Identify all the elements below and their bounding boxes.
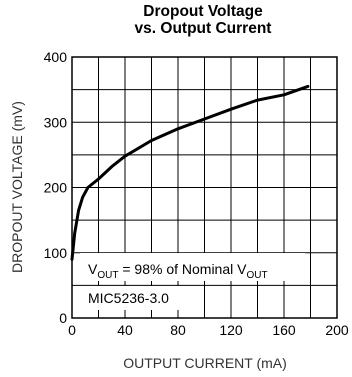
y-axis-label: DROPOUT VOLTAGE (mV)	[9, 101, 25, 273]
y-tick-label: 300	[44, 114, 68, 130]
x-tick-label: 200	[325, 322, 349, 338]
x-tick-label: 80	[170, 322, 186, 338]
chart-title-line2: vs. Output Current	[134, 20, 272, 37]
x-tick-label: 160	[272, 322, 296, 338]
annotation-part-text: MIC5236-3.0	[88, 290, 169, 306]
y-tick-label: 0	[59, 310, 67, 326]
tick-labels: 0 40 80 120 160 200 0 100 200 300 400	[44, 49, 349, 338]
y-tick-label: 100	[44, 245, 68, 261]
x-tick-label: 120	[219, 322, 243, 338]
y-tick-label: 200	[44, 180, 68, 196]
annotation-vout: VOUT = 98% of Nominal VOUT	[80, 253, 305, 281]
x-tick-label: 0	[68, 322, 76, 338]
plot-frame	[71, 56, 338, 319]
series-line	[70, 84, 310, 261]
y-tick-label: 400	[44, 49, 68, 65]
x-axis-label: OUTPUT CURRENT (mA)	[123, 355, 287, 371]
annotation-part: MIC5236-3.0	[80, 286, 192, 310]
chart-title-line1: Dropout Voltage	[143, 3, 263, 20]
annotation-vout-text: VOUT = 98% of Nominal VOUT	[88, 261, 268, 281]
x-tick-label: 40	[117, 322, 133, 338]
